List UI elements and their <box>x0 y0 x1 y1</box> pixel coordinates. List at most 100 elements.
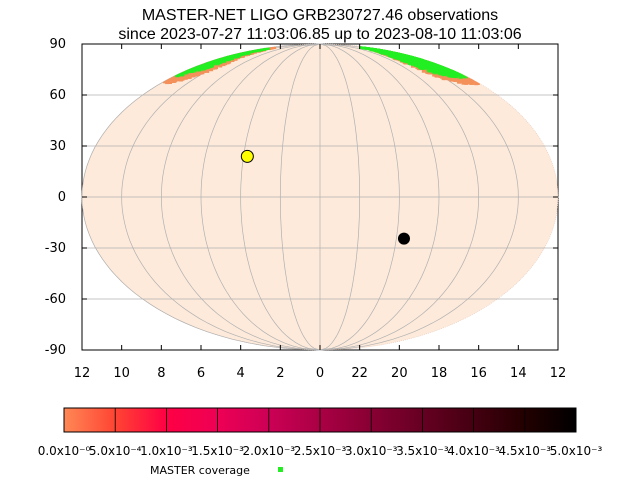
coverage-point <box>231 54 236 59</box>
coverage-point <box>261 46 266 51</box>
probability-cell <box>165 80 170 85</box>
probability-cell <box>199 70 204 75</box>
coverage-point <box>438 71 443 76</box>
colorbar-tick-label: 5.0x10⁻³ <box>550 444 603 458</box>
coverage-point <box>408 60 413 65</box>
probability-cell <box>184 75 188 80</box>
coverage-point <box>369 46 374 51</box>
coverage-point <box>420 66 425 70</box>
y-tick-label: 0 <box>58 190 66 205</box>
coverage-point <box>203 62 208 67</box>
coverage-point <box>198 66 203 71</box>
coverage-point <box>391 54 396 59</box>
coverage-point <box>186 69 191 74</box>
chart-title-line-2: since 2023-07-27 11:03:06.85 up to 2023-… <box>118 26 522 43</box>
sun-marker <box>240 149 254 163</box>
probability-cell <box>457 79 462 84</box>
colorbar-tick-label: 4.0x10⁻³ <box>447 444 500 458</box>
coverage-point <box>427 59 432 64</box>
x-axis-ticks: 12 10 8 6 4 2 0 22 20 18 16 14 12 <box>74 44 566 381</box>
coverage-point <box>229 53 234 58</box>
colorbar-tick-label: 2.5x10⁻³ <box>294 444 347 458</box>
coverage-point <box>446 66 450 71</box>
coverage-point <box>245 49 250 54</box>
probability-cell <box>212 65 216 70</box>
colorbar-tick-label: 2.0x10⁻³ <box>242 444 295 458</box>
probability-cell <box>474 81 479 86</box>
coverage-point <box>448 67 453 72</box>
probability-cell <box>421 68 426 73</box>
x-tick-label: 6 <box>197 366 205 381</box>
coverage-point <box>212 61 217 66</box>
probability-cell <box>163 79 167 84</box>
colorbar-tick-label: 4.5x10⁻³ <box>498 444 551 458</box>
coverage-points <box>175 44 468 79</box>
coverage-point <box>399 55 404 60</box>
x-tick-label: 0 <box>316 366 324 381</box>
probability-cell <box>205 68 210 73</box>
coverage-point <box>389 53 394 58</box>
coverage-point <box>415 60 420 65</box>
probability-cell <box>189 73 194 78</box>
coverage-point <box>434 63 439 68</box>
probability-cell <box>466 77 470 82</box>
coverage-point <box>375 48 380 52</box>
moon-marker <box>397 232 410 245</box>
y-tick-label: 60 <box>49 88 66 103</box>
coverage-point <box>413 57 418 62</box>
x-tick-label: 12 <box>74 366 91 381</box>
colorbar-tick-label: 0.0x10⁻⁰ <box>38 444 91 458</box>
colorbar-tick-label: 5.0x10⁻⁴ <box>89 444 142 458</box>
y-tick-label: -30 <box>45 241 66 256</box>
coverage-point <box>215 57 220 62</box>
legend-swatch <box>278 467 283 472</box>
sky-grid <box>81 43 558 351</box>
coverage-point <box>206 63 211 68</box>
coverage-point <box>408 57 412 61</box>
coverage-point <box>222 58 227 63</box>
coverage-point <box>385 51 390 56</box>
coverage-point <box>447 73 452 78</box>
x-tick-label: 22 <box>351 366 368 381</box>
coverage-point <box>431 67 436 72</box>
coverage-point <box>215 61 220 66</box>
x-tick-label: 10 <box>113 366 130 381</box>
x-tick-label: 2 <box>276 366 284 381</box>
coverage-point <box>224 54 229 59</box>
coverage-point <box>451 69 455 74</box>
probability-cell <box>187 74 192 79</box>
x-tick-label: 18 <box>431 366 448 381</box>
coverage-point <box>180 71 185 76</box>
coverage-point <box>434 68 439 73</box>
coverage-point <box>409 54 414 59</box>
y-tick-label: 90 <box>49 37 66 52</box>
colorbar-tick-label: 1.0x10⁻³ <box>140 444 193 458</box>
coverage-point <box>257 47 262 52</box>
legend: MASTER coverage <box>150 464 283 477</box>
x-tick-label: 4 <box>237 366 245 381</box>
coverage-point <box>210 60 215 65</box>
coverage-point <box>242 50 247 55</box>
probability-cell <box>464 80 469 85</box>
coverage-point <box>418 64 423 69</box>
colorbar: 0.0x10⁻⁰5.0x10⁻⁴1.0x10⁻³1.5x10⁻³2.0x10⁻³… <box>38 407 603 458</box>
chart-title-line-1: MASTER-NET LIGO GRB230727.46 observation… <box>141 7 499 24</box>
probability-cell <box>272 44 277 49</box>
coverage-point <box>391 50 396 55</box>
coverage-point <box>395 55 400 60</box>
coverage-point <box>463 74 468 79</box>
y-tick-label: -90 <box>45 343 66 358</box>
coverage-point <box>430 60 435 65</box>
colorbar-tick-label: 3.0x10⁻³ <box>345 444 398 458</box>
colorbar-tick-label: 1.5x10⁻³ <box>191 444 244 458</box>
coverage-point <box>458 73 463 78</box>
y-axis-ticks: 90 60 30 0 -30 -60 -90 <box>45 37 558 358</box>
coverage-point <box>445 70 449 75</box>
coverage-point <box>199 63 204 68</box>
coverage-point <box>423 60 428 65</box>
coverage-point <box>235 53 240 58</box>
coverage-point <box>225 57 230 62</box>
probability-cell <box>434 72 439 77</box>
coverage-point <box>213 58 217 63</box>
coverage-point <box>455 70 460 75</box>
